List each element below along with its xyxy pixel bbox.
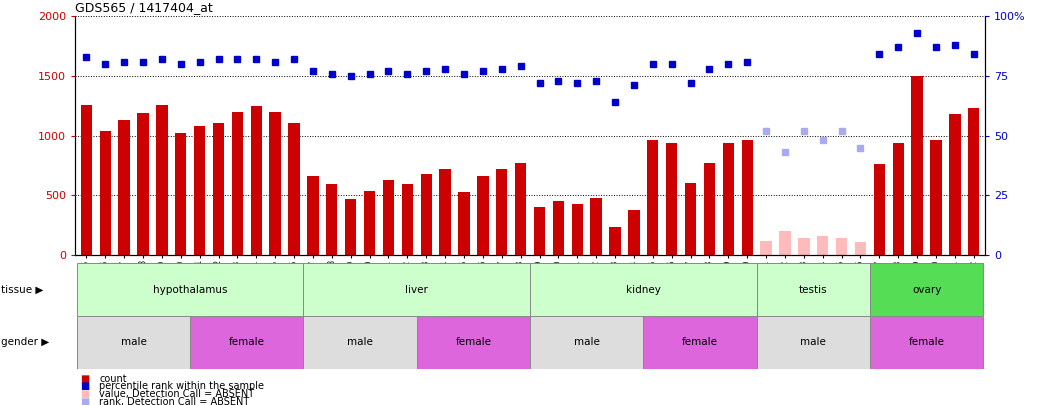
Bar [515,163,526,255]
Text: male: male [573,337,599,347]
Bar [757,316,870,369]
Bar [949,114,961,255]
Bar [742,141,752,255]
Bar [571,204,583,255]
Text: rank, Detection Call = ABSENT: rank, Detection Call = ABSENT [100,397,249,405]
Bar [190,316,304,369]
Bar [232,112,243,255]
Bar [496,169,507,255]
Bar [307,176,319,255]
Bar [590,198,602,255]
Text: female: female [456,337,492,347]
Bar [780,231,790,255]
Bar [81,104,92,255]
Bar [137,113,149,255]
Bar [817,236,828,255]
Text: male: male [121,337,147,347]
Bar [250,106,262,255]
Text: testis: testis [799,285,828,294]
Bar [269,112,281,255]
Bar [304,263,530,316]
Bar [836,238,847,255]
Bar [643,316,757,369]
Bar [552,201,564,255]
Bar [345,199,356,255]
Bar [757,263,870,316]
Text: gender ▶: gender ▶ [1,337,49,347]
Text: female: female [682,337,718,347]
Bar [912,76,923,255]
Bar [439,169,451,255]
Bar [156,104,168,255]
Text: ■: ■ [81,382,89,391]
Bar [609,227,620,255]
Bar [364,191,375,255]
Bar [477,176,488,255]
Bar [667,143,677,255]
Bar [870,263,983,316]
Bar [723,143,734,255]
Bar [420,174,432,255]
Text: value, Detection Call = ABSENT: value, Detection Call = ABSENT [100,389,255,399]
Bar [855,242,866,255]
Text: ■: ■ [81,397,89,405]
Bar [417,316,530,369]
Bar [533,207,545,255]
Bar [213,123,224,255]
Bar [799,238,809,255]
Bar [326,184,337,255]
Text: GDS565 / 1417404_at: GDS565 / 1417404_at [75,1,213,14]
Bar [194,126,205,255]
Text: tissue ▶: tissue ▶ [1,285,43,294]
Bar [530,316,643,369]
Text: hypothalamus: hypothalamus [153,285,227,294]
Bar [968,108,980,255]
Bar [685,183,696,255]
Bar [304,316,417,369]
Text: count: count [100,374,127,384]
Bar [77,263,304,316]
Bar [704,163,715,255]
Text: ■: ■ [81,389,89,399]
Bar [893,143,904,255]
Text: female: female [228,337,265,347]
Bar [931,141,942,255]
Bar [118,120,130,255]
Bar [458,192,470,255]
Text: male: male [347,337,373,347]
Text: kidney: kidney [626,285,661,294]
Bar [100,131,111,255]
Text: ■: ■ [81,374,89,384]
Bar [761,241,771,255]
Bar [383,180,394,255]
Text: male: male [801,337,826,347]
Bar [77,316,190,369]
Bar [628,210,639,255]
Text: liver: liver [406,285,429,294]
Bar [870,316,983,369]
Text: ovary: ovary [912,285,941,294]
Bar [647,141,658,255]
Bar [530,263,757,316]
Bar [288,123,300,255]
Text: percentile rank within the sample: percentile rank within the sample [100,382,264,391]
Bar [175,133,187,255]
Bar [401,184,413,255]
Bar [874,164,886,255]
Text: female: female [909,337,944,347]
